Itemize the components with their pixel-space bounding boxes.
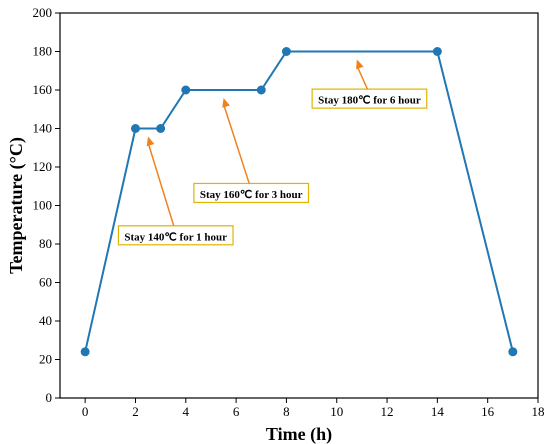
y-tick-label: 20: [39, 352, 52, 367]
data-point: [181, 85, 191, 95]
annotation: Stay 160℃ for 3 hour: [193, 98, 310, 204]
annotation-label: Stay 160℃ for 3 hour: [200, 189, 303, 201]
x-tick-label: 8: [283, 404, 290, 419]
annotation-box: [117, 225, 234, 246]
x-tick-label: 0: [82, 404, 89, 419]
axes: 0 2 4 6 8 10 12 14 16 180204060801001201401601802…: [33, 5, 545, 419]
annotation-label: Stay 140℃ for 1 hour: [124, 231, 227, 243]
x-tick-label: 6: [233, 404, 240, 419]
annotation-arrowhead: [146, 136, 155, 147]
plot-frame: [59, 12, 539, 399]
y-tick-label: 100: [33, 198, 53, 213]
series-line-group: [80, 47, 518, 357]
x-tick-label: 2: [132, 404, 139, 419]
annotation-arrow: [356, 65, 369, 90]
y-tick-label: 60: [39, 275, 52, 290]
x-tick-label: 4: [183, 404, 190, 419]
annotation-label: Stay 180℃ for 6 hour: [318, 95, 421, 107]
y-tick-label: 80: [39, 236, 52, 251]
y-tick-label: 200: [33, 5, 53, 20]
annotation: Stay 140℃ for 1 hour: [117, 136, 234, 246]
annotation-box: [311, 88, 428, 109]
annotation-arrow: [147, 142, 175, 227]
data-point: [156, 124, 166, 133]
data-point: [508, 347, 518, 357]
y-tick-label: 140: [33, 121, 53, 136]
data-point: [130, 124, 140, 133]
data-point: [432, 47, 442, 56]
annotation-arrowhead: [222, 98, 230, 108]
x-tick-label: 18: [532, 404, 545, 419]
annotation-box: [193, 182, 310, 204]
annotation-arrowhead: [356, 59, 364, 70]
y-tick-label: 40: [39, 313, 52, 328]
x-tick-label: 10: [330, 404, 343, 419]
annotation-arrow: [222, 103, 250, 184]
x-axis-title: Time (h): [266, 424, 332, 444]
data-point: [281, 47, 291, 56]
x-tick-label: 16: [481, 404, 495, 419]
x-tick-label: 12: [381, 404, 394, 419]
annotation: Stay 180℃ for 6 hour: [311, 59, 428, 109]
x-tick-label: 14: [431, 404, 445, 419]
y-tick-label: 120: [33, 159, 53, 174]
y-tick-label: 180: [33, 44, 53, 59]
y-tick-label: 160: [33, 82, 53, 97]
y-tick-label: 0: [46, 390, 53, 405]
data-point: [256, 85, 266, 95]
y-axis-title: Temperature (°C): [6, 137, 27, 274]
data-point: [80, 347, 90, 357]
annotations: Stay 140℃ for 1 hour Stay 160℃ for 3 hour…: [117, 59, 428, 246]
